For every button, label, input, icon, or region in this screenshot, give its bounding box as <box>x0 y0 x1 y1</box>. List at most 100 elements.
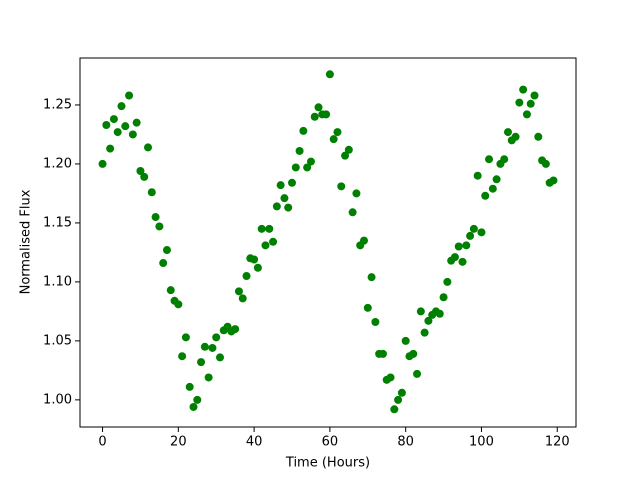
point <box>443 277 452 286</box>
point <box>477 228 486 237</box>
point <box>314 103 323 112</box>
point <box>409 349 418 358</box>
point <box>166 286 175 295</box>
point <box>265 224 274 233</box>
point <box>159 259 168 268</box>
point <box>128 130 137 139</box>
point <box>367 273 376 282</box>
point <box>174 300 183 309</box>
point <box>488 184 497 193</box>
point <box>98 159 107 168</box>
point <box>250 255 259 264</box>
point <box>132 118 141 127</box>
point <box>378 349 387 358</box>
point <box>291 163 300 172</box>
point <box>269 237 278 246</box>
point <box>185 382 194 391</box>
point <box>515 98 524 107</box>
point <box>485 155 494 164</box>
point <box>522 110 531 119</box>
point <box>526 99 535 108</box>
point <box>109 115 118 124</box>
point <box>341 151 350 160</box>
point <box>140 172 149 181</box>
point <box>212 333 221 342</box>
point <box>280 194 289 203</box>
x-tick-label: 100 <box>469 435 494 450</box>
point <box>500 155 509 164</box>
point <box>155 222 164 231</box>
point <box>454 242 463 251</box>
point <box>386 373 395 382</box>
point <box>257 224 266 233</box>
point <box>147 188 156 197</box>
point <box>295 146 304 155</box>
point <box>208 343 217 352</box>
point <box>151 213 160 222</box>
point <box>121 122 130 131</box>
y-tick-label: 1.05 <box>43 333 72 348</box>
point <box>534 132 543 141</box>
point <box>420 328 429 337</box>
point <box>162 246 171 255</box>
point <box>530 91 539 100</box>
point <box>310 112 319 121</box>
y-tick-label: 1.15 <box>43 215 72 230</box>
point <box>394 395 403 404</box>
point <box>272 202 281 211</box>
point <box>450 253 459 262</box>
point <box>401 336 410 345</box>
point <box>466 231 475 240</box>
point <box>299 126 308 135</box>
point <box>322 110 331 119</box>
point <box>359 236 368 245</box>
x-tick-label: 40 <box>246 435 263 450</box>
point <box>503 128 512 137</box>
point <box>371 318 380 327</box>
y-tick-label: 1.00 <box>43 392 72 407</box>
point <box>102 121 111 130</box>
point <box>242 272 251 281</box>
y-axis-label: Normalised Flux <box>19 189 34 294</box>
x-tick-label: 60 <box>322 435 339 450</box>
y-tick-label: 1.10 <box>43 274 72 289</box>
x-tick-label: 120 <box>545 435 570 450</box>
point <box>238 294 247 303</box>
point <box>435 309 444 318</box>
point <box>306 157 315 166</box>
point <box>261 241 270 250</box>
point <box>511 132 520 141</box>
point <box>117 102 126 111</box>
point <box>193 395 202 404</box>
point <box>303 163 312 172</box>
point <box>144 143 153 152</box>
point <box>234 287 243 296</box>
point <box>333 128 342 137</box>
point <box>106 144 115 153</box>
point <box>200 342 209 351</box>
point <box>416 307 425 316</box>
point <box>189 402 198 411</box>
point <box>325 70 334 79</box>
point <box>390 405 399 414</box>
point <box>113 128 122 137</box>
point <box>284 203 293 212</box>
point <box>136 167 145 176</box>
point <box>125 91 134 100</box>
y-tick-label: 1.25 <box>43 97 72 112</box>
y-tick-label: 1.20 <box>43 156 72 171</box>
point <box>216 353 225 362</box>
point <box>348 208 357 217</box>
point <box>197 358 206 367</box>
point <box>462 241 471 250</box>
point <box>288 178 297 187</box>
point <box>204 373 213 382</box>
point <box>181 333 190 342</box>
point <box>397 388 406 397</box>
point <box>469 224 478 233</box>
point <box>178 352 187 361</box>
point <box>439 293 448 302</box>
point <box>329 135 338 144</box>
